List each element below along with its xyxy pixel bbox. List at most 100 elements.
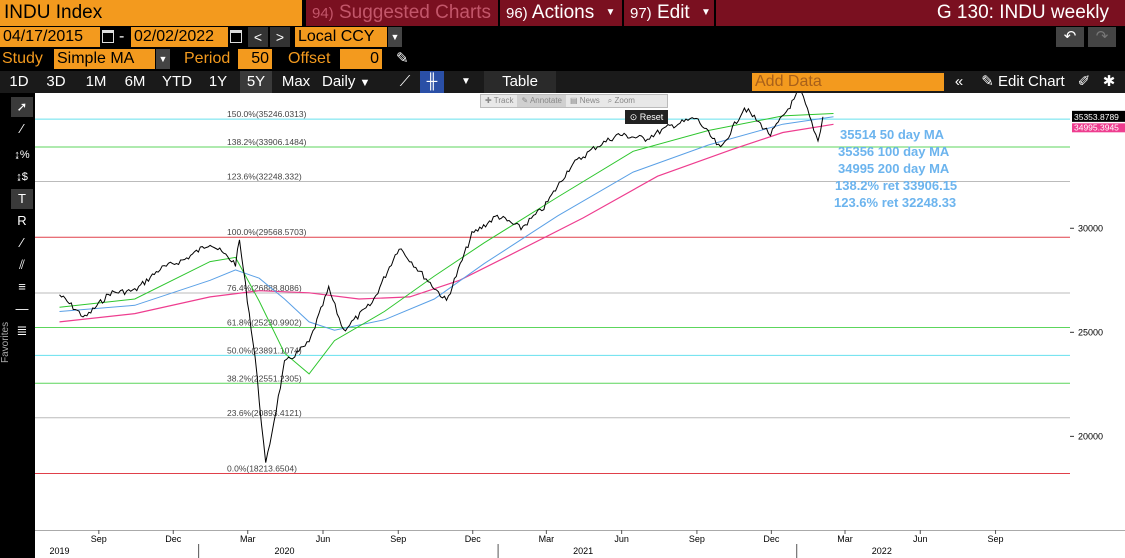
currency-select[interactable]: Local CCY [295, 27, 387, 47]
fib-level-label: 138.2%(33906.1484) [227, 137, 307, 147]
fib-level-label: 50.0%(23891.1074) [227, 345, 302, 355]
annotate-label: Annotate [529, 96, 562, 105]
chevron-down-icon[interactable]: ▼ [156, 49, 170, 69]
redo-button[interactable]: ↷ [1088, 27, 1116, 47]
next-period-button[interactable]: > [270, 27, 290, 47]
more-tools-icon[interactable]: ≣ [16, 323, 28, 338]
fib-level-label: 61.8%(25230.9902) [227, 318, 302, 328]
collapse-icon[interactable]: « [954, 73, 964, 90]
period-input[interactable]: 50 [238, 49, 272, 69]
edit-chart-button[interactable]: ✎ Edit Chart [974, 71, 1072, 93]
reset-button[interactable]: ⊙ Reset [625, 110, 668, 124]
x-tick-label: Mar [240, 534, 256, 544]
suggested-charts-label: Suggested Charts [338, 2, 492, 23]
edit-menu[interactable]: 97) Edit ▼ [624, 0, 714, 26]
y-axis: 20000 25000 30000 35353.8789 34995.3945 [1070, 93, 1125, 530]
last-price-label: 35353.8789 [1074, 112, 1119, 122]
suggested-charts-button[interactable]: 94) Suggested Charts [306, 0, 498, 26]
actions-menu[interactable]: 96) Actions ▼ [500, 0, 622, 26]
regression-tool-icon[interactable]: R [17, 213, 27, 228]
chart-annotation[interactable]: 35514 50 day MA [840, 127, 945, 142]
fib-level-label: 76.4%(26888.8086) [227, 283, 302, 293]
percent-tool-icon[interactable]: ↨% [14, 149, 30, 161]
chevron-down-icon[interactable]: ▼ [461, 76, 471, 87]
chart-annotation[interactable]: 138.2% ret 33906.15 [835, 178, 957, 193]
study-type-select[interactable]: Simple MA [54, 49, 155, 69]
track-button[interactable]: ✚ Track [485, 96, 514, 105]
x-tick-label: Jun [913, 534, 928, 544]
actions-label: Actions [531, 2, 595, 24]
trendline-icon[interactable]: ∕ [20, 235, 24, 250]
pencil-icon[interactable]: ✎ [396, 50, 409, 67]
undo-button[interactable]: ↶ [1056, 27, 1084, 47]
chart-plot-area[interactable]: 161.8%(36585.9141)150.0%(35246.0313)138.… [35, 81, 1070, 530]
end-date-input[interactable]: 02/02/2022 [131, 27, 228, 47]
dollar-tool-icon[interactable]: ↨$ [16, 171, 28, 183]
moving-average-line [59, 116, 834, 331]
offset-input[interactable]: 0 [340, 49, 382, 69]
timeframe-1d[interactable]: 1D [9, 73, 29, 90]
prev-period-button[interactable]: < [248, 27, 268, 47]
x-tick-label: Mar [837, 534, 853, 544]
timeframe-1m[interactable]: 1M [85, 73, 107, 90]
add-data-input[interactable]: Add Data [752, 73, 944, 91]
edit-label: Edit [656, 2, 690, 24]
horizontal-line-icon[interactable]: — [15, 301, 29, 316]
x-tick-label: Dec [465, 534, 482, 544]
y-tick-label: 25000 [1078, 327, 1103, 337]
fib-level-label: 23.6%(20893.4121) [227, 408, 302, 418]
frequency-select[interactable]: Daily ▼ [322, 71, 384, 93]
draw-line-icon[interactable]: ⁄ [20, 121, 24, 136]
chart-toolbar: 1D 3D 1M 6M YTD 1Y 5Y Max Daily ▼ ⟋ ╫ ▼ … [0, 71, 1125, 93]
chart-annotation[interactable]: 123.6% ret 32248.33 [834, 195, 956, 210]
fib-level-label: 0.0%(18213.6504) [227, 464, 297, 474]
x-tick-label: Dec [763, 534, 780, 544]
gear-icon[interactable]: ✱ [1102, 73, 1116, 90]
chart-window-title: G 130: INDU weekly [716, 0, 1125, 26]
channel-icon[interactable]: ⫽ [19, 257, 25, 272]
news-button[interactable]: ▤ News [570, 96, 600, 105]
x-tick-label: Jun [316, 534, 331, 544]
timeframe-5y[interactable]: 5Y [240, 71, 272, 93]
study-label: Study [2, 50, 43, 67]
actions-num: 96) [506, 5, 528, 23]
last-price-tag [1072, 110, 1125, 122]
timeframe-ytd[interactable]: YTD [162, 73, 192, 90]
annotate-button[interactable]: ✎ Annotate [517, 95, 566, 107]
x-year-label: 2021 [573, 546, 593, 556]
x-tick-label: Sep [689, 534, 705, 544]
annotate-icon[interactable]: ✐ [1077, 73, 1091, 90]
x-tick-label: Mar [539, 534, 555, 544]
timeframe-max[interactable]: Max [281, 73, 311, 90]
calendar-icon[interactable] [102, 30, 114, 43]
fibonacci-icon[interactable]: ≡ [18, 279, 26, 294]
ticker-field[interactable]: INDU Index [0, 0, 302, 26]
text-tool-icon[interactable]: T [11, 189, 33, 209]
chart-annotation[interactable]: 34995 200 day MA [838, 161, 950, 176]
bar-chart-icon[interactable]: ╫ [420, 71, 444, 93]
calendar-icon[interactable] [230, 30, 242, 43]
x-tick-label: Sep [988, 534, 1004, 544]
start-date-input[interactable]: 04/17/2015 [0, 27, 100, 47]
period-label: Period [184, 50, 231, 67]
zoom-label: Zoom [614, 96, 635, 105]
zoom-button[interactable]: ⌕ Zoom [607, 96, 635, 105]
reset-label: Reset [639, 112, 664, 122]
frequency-label: Daily [322, 73, 356, 90]
news-label: News [579, 96, 600, 105]
cursor-icon[interactable]: ➚ [11, 97, 33, 117]
chevron-down-icon[interactable]: ▼ [388, 27, 402, 47]
chevron-down-icon: ▼ [359, 77, 371, 89]
chevron-down-icon: ▼ [605, 7, 616, 18]
line-chart-icon[interactable]: ⟋ [399, 73, 411, 90]
chart-floating-tools: ✚ Track ✎ Annotate ▤ News ⌕ Zoom [480, 94, 668, 108]
fib-level-label: 38.2%(22551.2305) [227, 373, 302, 383]
timeframe-3d[interactable]: 3D [46, 73, 66, 90]
timeframe-6m[interactable]: 6M [124, 73, 146, 90]
timeframe-1y[interactable]: 1Y [208, 73, 228, 90]
x-tick-label: Sep [390, 534, 406, 544]
ma200-tag [1072, 123, 1125, 133]
favorites-label[interactable]: Favorites [0, 321, 11, 363]
chart-annotation[interactable]: 35356 100 day MA [838, 144, 950, 159]
table-button[interactable]: Table [484, 71, 556, 93]
